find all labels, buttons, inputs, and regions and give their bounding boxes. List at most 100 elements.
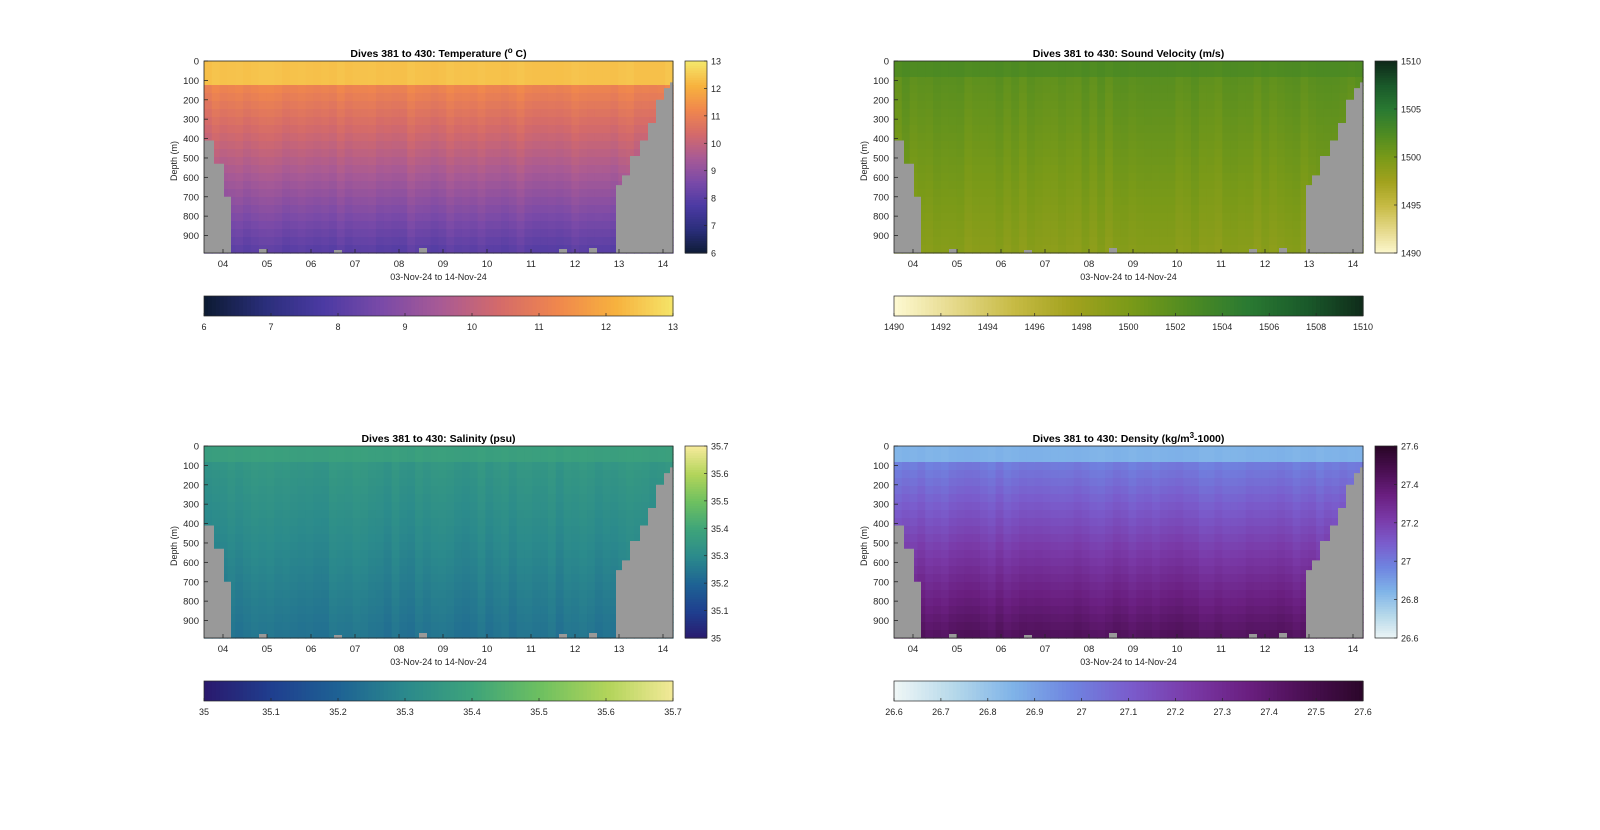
heatmap-cell (501, 494, 510, 503)
heatmap-cell (329, 85, 338, 94)
heatmap-cell (493, 125, 502, 134)
heatmap-cell (375, 229, 385, 238)
heatmap-cell (422, 109, 432, 118)
heatmap-cell (1011, 245, 1020, 254)
heatmap-cell (1214, 85, 1223, 94)
heatmap-cell (1073, 229, 1083, 238)
heatmap-cell (618, 502, 627, 511)
heatmap-cell (579, 141, 588, 150)
heatmap-cell (360, 245, 369, 254)
heatmap-cell (289, 478, 299, 487)
heatmap-cell (571, 69, 580, 78)
heatmap-cell (1136, 157, 1145, 166)
colorbar-swatch (685, 65, 707, 69)
heatmap-cell (964, 77, 973, 86)
heatmap-cell (454, 470, 463, 479)
heatmap-cell (399, 109, 408, 118)
heatmap-cell (313, 69, 322, 78)
heatmap-cell (1019, 189, 1028, 198)
heatmap-cell (375, 197, 385, 206)
heatmap-cell (987, 101, 997, 110)
heatmap-cell (250, 470, 260, 479)
heatmap-cell (360, 542, 369, 551)
heatmap-cell (1003, 61, 1012, 70)
heatmap-cell (461, 69, 471, 78)
heatmap-cell (399, 630, 408, 639)
heatmap-cell (555, 494, 565, 503)
heatmap-cell (972, 181, 981, 190)
heatmap-cell (375, 558, 385, 567)
colorbar-swatch (1375, 111, 1397, 115)
heatmap-cell (501, 61, 510, 70)
heatmap-cell (1089, 109, 1098, 118)
heatmap-cell (305, 446, 315, 455)
heatmap-cell (415, 77, 424, 86)
heatmap-cell (1237, 133, 1247, 142)
colorbar-tick-label: 13 (711, 57, 721, 67)
heatmap-cell (368, 446, 377, 455)
heatmap-cell (422, 197, 432, 206)
heatmap-cell (540, 454, 549, 463)
heatmap-cell (626, 518, 635, 527)
heatmap-cell (391, 542, 401, 551)
heatmap-cell (1214, 69, 1223, 78)
heatmap-cell (594, 173, 604, 182)
heatmap-cell (618, 462, 627, 471)
heatmap-cell (321, 117, 330, 126)
heatmap-cell (579, 173, 588, 182)
colorbar-swatch (1300, 296, 1305, 316)
heatmap-cell (258, 582, 268, 591)
y-tick-label: 200 (183, 480, 199, 491)
heatmap-cell (415, 518, 424, 527)
heatmap-cell (555, 558, 565, 567)
heatmap-cell (1112, 237, 1122, 246)
colorbar-swatch (411, 296, 416, 316)
heatmap-cell (571, 510, 580, 519)
x-tick-label: 12 (1260, 259, 1271, 270)
heatmap-cell (602, 109, 612, 118)
colorbar-swatch (1375, 197, 1397, 201)
heatmap-cell (211, 526, 221, 535)
heatmap-cell (641, 470, 651, 479)
heatmap-cell (1034, 69, 1044, 78)
heatmap-cell (383, 61, 393, 70)
heatmap-cell (563, 534, 572, 543)
heatmap-cell (516, 510, 526, 519)
heatmap-cell (555, 566, 565, 575)
heatmap-cell (1151, 117, 1161, 126)
heatmap-cell (1144, 69, 1153, 78)
heatmap-cell (555, 69, 565, 78)
heatmap-cell (956, 165, 965, 174)
heatmap-cell (618, 486, 627, 495)
heatmap-cell (1269, 173, 1278, 182)
heatmap-cell (1284, 181, 1294, 190)
heatmap-cell (477, 205, 486, 214)
heatmap-cell (1230, 61, 1239, 70)
heatmap-cell (250, 486, 260, 495)
heatmap-cell (956, 205, 965, 214)
heatmap-cell (1355, 61, 1364, 70)
colorbar-swatch (418, 296, 424, 316)
heatmap-cell (282, 550, 291, 559)
heatmap-cell (477, 598, 486, 607)
heatmap-cell (1308, 133, 1317, 142)
heatmap-cell (540, 566, 549, 575)
heatmap-cell (289, 189, 299, 198)
colorbar-swatch (685, 185, 707, 189)
heatmap-cell (1081, 61, 1091, 70)
heatmap-cell (508, 622, 518, 631)
heatmap-cell (1081, 221, 1091, 230)
heatmap-cell (1081, 85, 1091, 94)
heatmap-cell (1183, 197, 1192, 206)
heatmap-cell (1026, 141, 1036, 150)
heatmap-cell (979, 213, 989, 222)
heatmap-cell (1300, 101, 1309, 110)
heatmap-cell (375, 149, 385, 158)
colorbar-swatch (685, 241, 707, 244)
colorbar-swatch (340, 296, 346, 316)
heatmap-cell (446, 606, 455, 615)
heatmap-cell (297, 77, 307, 86)
heatmap-cell (1167, 61, 1176, 70)
heatmap-cell (516, 558, 526, 567)
heatmap-cell (587, 526, 596, 535)
